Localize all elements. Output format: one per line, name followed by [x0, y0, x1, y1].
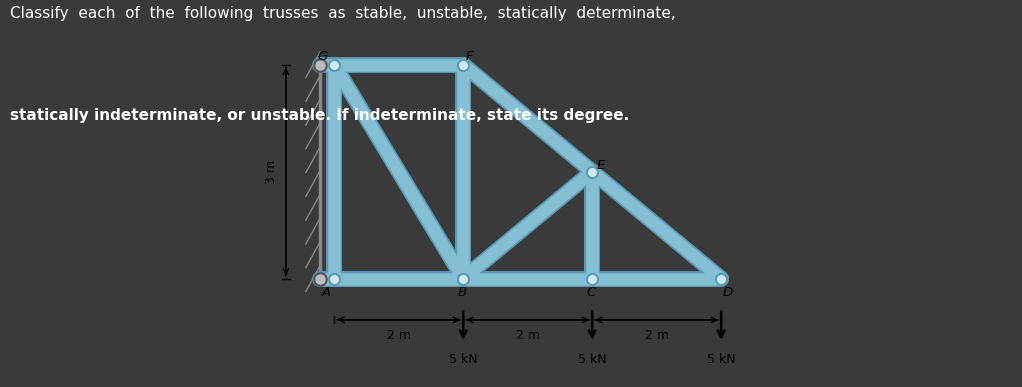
Text: 5 kN: 5 kN — [449, 353, 477, 366]
Text: A: A — [322, 286, 331, 299]
Text: 3 m: 3 m — [265, 160, 278, 184]
Text: B: B — [457, 286, 466, 299]
Text: F: F — [466, 50, 473, 63]
Text: 2 m: 2 m — [386, 329, 411, 342]
Text: Classify  each  of  the  following  trusses  as  stable,  unstable,  statically : Classify each of the following trusses a… — [10, 6, 676, 21]
Text: D: D — [723, 286, 733, 299]
Text: 2 m: 2 m — [516, 329, 540, 342]
Text: 5 kN: 5 kN — [707, 353, 736, 366]
Text: C: C — [587, 286, 596, 299]
Text: E: E — [597, 159, 605, 173]
Text: 2 m: 2 m — [645, 329, 668, 342]
Text: statically indeterminate, or unstable. If indeterminate, state its degree.: statically indeterminate, or unstable. I… — [10, 108, 630, 123]
Text: G: G — [318, 50, 328, 63]
Text: 5 kN: 5 kN — [577, 353, 606, 366]
